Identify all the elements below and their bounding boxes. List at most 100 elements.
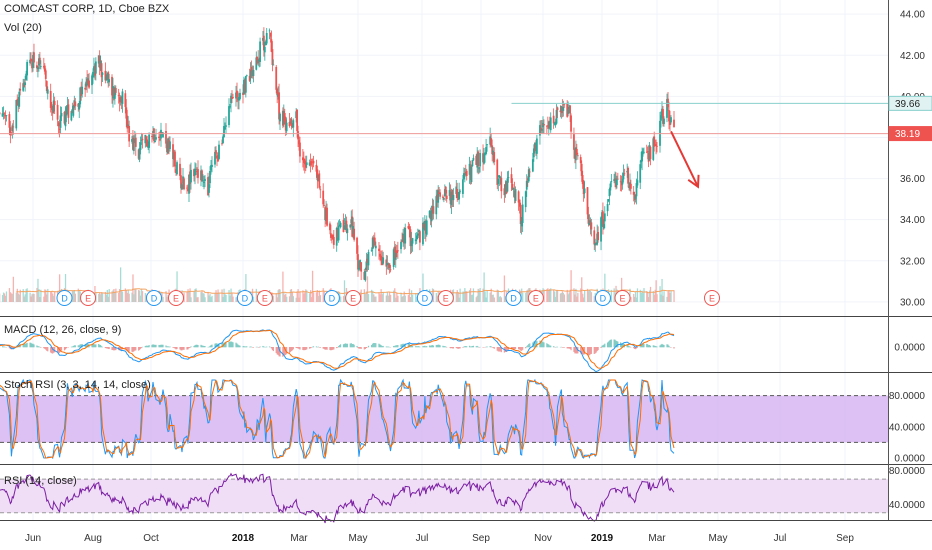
candle-body[interactable] (264, 41, 267, 46)
candle-body[interactable] (105, 76, 108, 81)
candle-body[interactable] (281, 110, 284, 126)
earnings-marker[interactable]: E (437, 290, 454, 306)
candle-body[interactable] (9, 127, 12, 136)
candle-body[interactable] (603, 213, 606, 222)
dividend-marker[interactable]: D (146, 290, 162, 306)
candle-body[interactable] (521, 204, 524, 224)
candle-body[interactable] (641, 151, 643, 162)
candle-body[interactable] (251, 71, 254, 77)
candle-body[interactable] (339, 222, 342, 228)
candle-body[interactable] (249, 69, 252, 79)
candle-body[interactable] (228, 106, 230, 126)
earnings-marker[interactable]: E (704, 290, 720, 306)
candle-body[interactable] (581, 174, 584, 185)
candle-body[interactable] (392, 249, 395, 267)
candle-body[interactable] (91, 75, 93, 86)
candle-body[interactable] (10, 132, 13, 134)
candle-body[interactable] (52, 100, 55, 112)
candle-body[interactable] (490, 138, 493, 146)
candle-body[interactable] (118, 97, 121, 103)
candle-body[interactable] (43, 65, 46, 72)
candle-body[interactable] (297, 131, 299, 140)
candle-body[interactable] (60, 112, 63, 117)
candle-body[interactable] (183, 178, 185, 190)
candle-body[interactable] (3, 112, 6, 114)
candle-body[interactable] (303, 160, 306, 165)
candle-body[interactable] (19, 88, 22, 91)
candle-body[interactable] (209, 170, 211, 184)
candle-body[interactable] (452, 194, 455, 201)
candle-body[interactable] (472, 157, 475, 161)
candle-body[interactable] (15, 99, 18, 129)
candle-body[interactable] (607, 199, 610, 202)
candle-body[interactable] (601, 212, 603, 221)
candle-body[interactable] (600, 217, 602, 242)
candle-body[interactable] (189, 171, 191, 184)
candle-body[interactable] (574, 149, 576, 159)
candle-body[interactable] (312, 160, 315, 164)
candle-body[interactable] (308, 162, 311, 166)
candle-body[interactable] (305, 162, 308, 165)
candle-body[interactable] (133, 139, 136, 141)
candle-body[interactable] (315, 164, 318, 172)
candle-body[interactable] (435, 196, 438, 215)
candle-body[interactable] (387, 263, 390, 266)
candle-body[interactable] (250, 66, 253, 72)
candle-body[interactable] (316, 169, 319, 181)
candle-body[interactable] (533, 143, 536, 149)
candle-body[interactable] (125, 107, 128, 119)
candle-body[interactable] (159, 138, 161, 140)
candle-body[interactable] (36, 65, 38, 69)
candle-body[interactable] (65, 107, 68, 116)
candle-body[interactable] (582, 181, 585, 195)
candle-body[interactable] (46, 89, 49, 94)
candle-body[interactable] (462, 179, 464, 194)
candle-body[interactable] (552, 115, 555, 124)
candle-body[interactable] (131, 139, 133, 142)
candle-body[interactable] (134, 137, 137, 147)
candle-body[interactable] (167, 138, 169, 154)
candle-body[interactable] (292, 120, 295, 128)
candle-body[interactable] (283, 113, 286, 121)
candle-body[interactable] (288, 121, 291, 127)
candle-body[interactable] (620, 181, 623, 186)
candle-body[interactable] (32, 54, 34, 68)
candle-body[interactable] (202, 180, 204, 182)
candle-body[interactable] (357, 254, 359, 270)
candle-body[interactable] (587, 214, 590, 224)
candle-body[interactable] (37, 67, 39, 70)
candle-body[interactable] (296, 109, 299, 132)
candle-body[interactable] (439, 192, 441, 197)
candle-body[interactable] (97, 55, 100, 64)
candle-body[interactable] (208, 184, 210, 193)
candle-body[interactable] (322, 190, 325, 205)
candle-body[interactable] (593, 230, 596, 245)
candle-body[interactable] (499, 176, 502, 179)
candle-body[interactable] (647, 152, 650, 162)
candle-body[interactable] (45, 81, 48, 92)
candle-body[interactable] (573, 134, 575, 150)
candle-body[interactable] (401, 240, 403, 242)
candle-body[interactable] (218, 144, 220, 159)
candle-body[interactable] (609, 183, 612, 191)
candle-body[interactable] (353, 228, 356, 240)
candle-body[interactable] (476, 153, 479, 168)
candle-body[interactable] (302, 158, 305, 163)
candle-body[interactable] (654, 145, 657, 147)
candle-body[interactable] (556, 107, 559, 111)
candle-body[interactable] (120, 96, 123, 103)
candle-body[interactable] (168, 140, 170, 149)
dividend-marker[interactable]: D (594, 290, 611, 306)
candle-body[interactable] (670, 117, 672, 123)
candle-body[interactable] (224, 127, 226, 130)
candle-body[interactable] (450, 191, 453, 206)
candle-body[interactable] (121, 91, 124, 104)
candle-body[interactable] (73, 100, 76, 108)
candle-body[interactable] (588, 222, 591, 225)
price-candles[interactable] (0, 27, 675, 282)
candle-body[interactable] (98, 55, 101, 68)
candle-body[interactable] (388, 263, 391, 269)
candle-body[interactable] (459, 190, 461, 192)
candle-body[interactable] (301, 157, 304, 161)
candle-body[interactable] (85, 81, 88, 87)
